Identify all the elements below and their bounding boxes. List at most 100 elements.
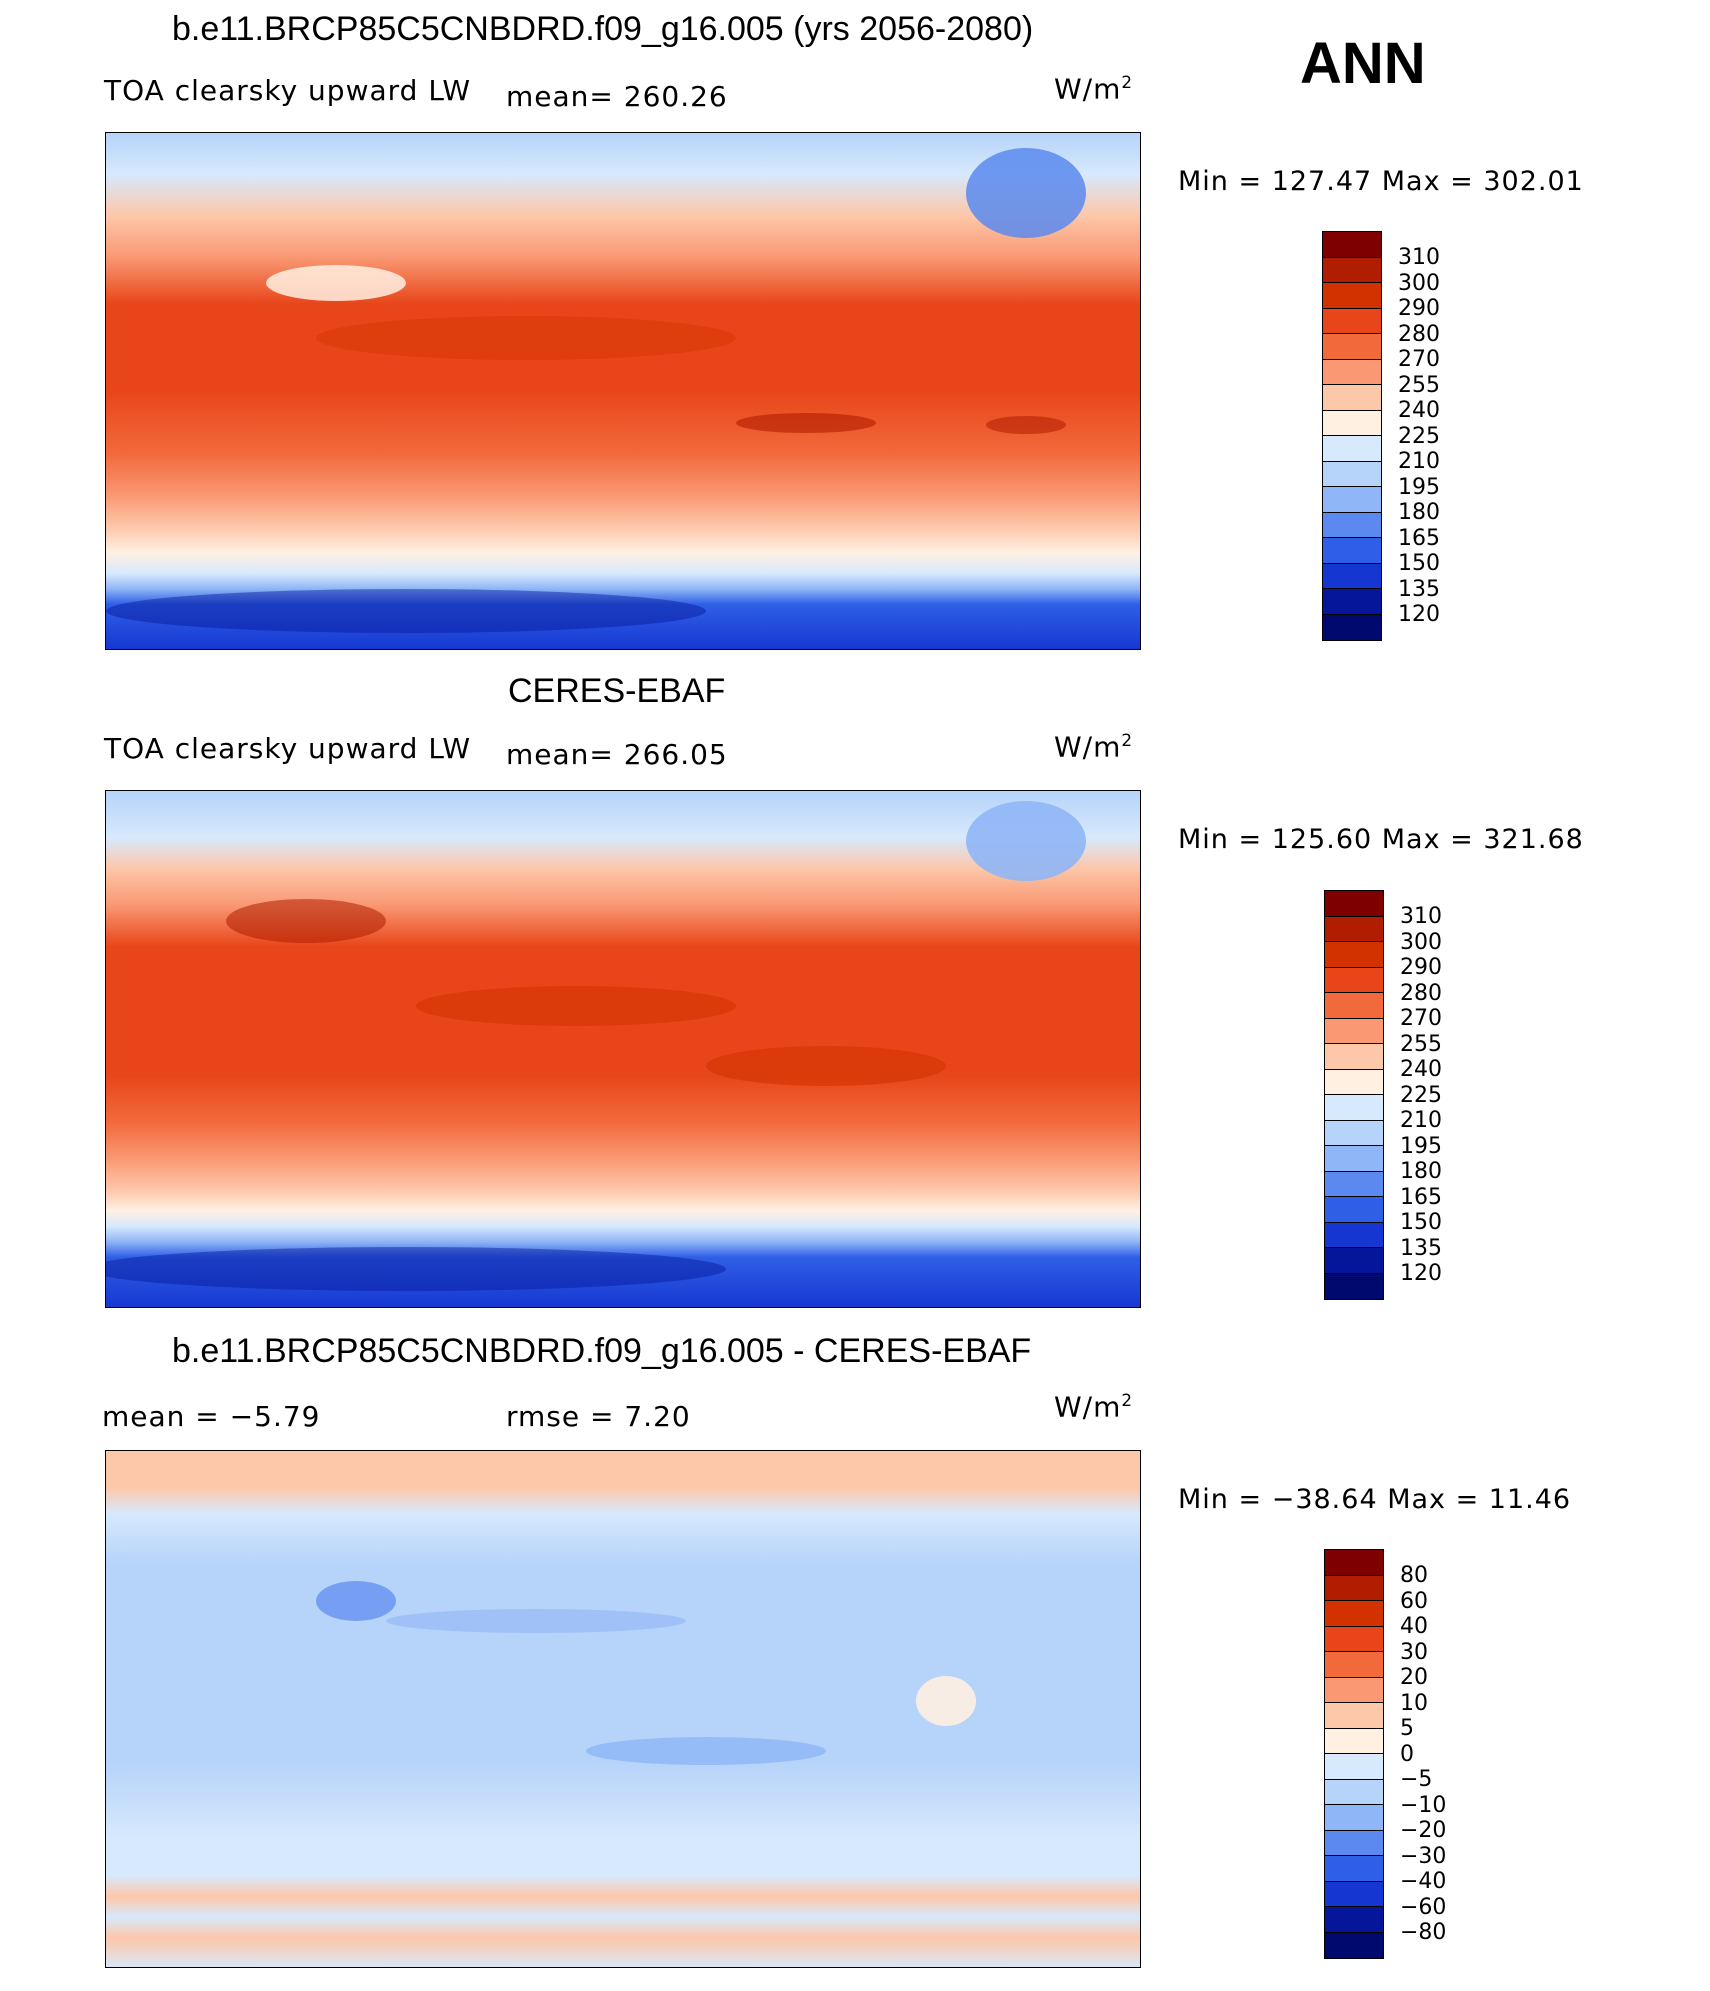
colorbar-tick-label: 290 xyxy=(1398,296,1440,321)
colorbar-swatch xyxy=(1325,1018,1383,1044)
panel1-colorbar xyxy=(1322,231,1382,641)
panel2-variable-label: TOA clearsky upward LW xyxy=(104,732,472,765)
colorbar-tick-label: 300 xyxy=(1398,270,1440,296)
colorbar-swatch xyxy=(1325,1575,1383,1601)
colorbar-tick-label: 290 xyxy=(1400,955,1442,980)
colorbar-tick-label: 135 xyxy=(1400,1235,1442,1261)
colorbar-tick-label: 255 xyxy=(1400,1031,1442,1057)
colorbar-swatch xyxy=(1325,993,1383,1019)
panel1-minmax: Min = 127.47 Max = 302.01 xyxy=(1178,166,1584,197)
colorbar-swatch xyxy=(1325,1222,1383,1248)
colorbar-swatch xyxy=(1323,436,1381,462)
colorbar-tick-label: 10 xyxy=(1400,1690,1428,1716)
colorbar-swatch xyxy=(1323,308,1381,334)
colorbar-swatch xyxy=(1323,589,1381,615)
colorbar-tick-label: 120 xyxy=(1398,602,1440,627)
colorbar-swatch xyxy=(1325,1907,1383,1933)
panel2-colorbar xyxy=(1324,890,1384,1300)
colorbar-tick-label: 180 xyxy=(1398,500,1440,525)
colorbar-tick-label: 195 xyxy=(1400,1133,1442,1159)
colorbar-tick-label: 20 xyxy=(1400,1665,1428,1690)
colorbar-swatch xyxy=(1325,1273,1383,1299)
colorbar-swatch xyxy=(1323,334,1381,360)
colorbar-swatch xyxy=(1325,942,1383,968)
colorbar-tick-label: 240 xyxy=(1398,398,1440,423)
colorbar-tick-label: 165 xyxy=(1398,525,1440,551)
colorbar-swatch xyxy=(1325,1197,1383,1223)
panel3-colorbar-labels: 80 60 40 30 20 10 5 0 −5 −10 −20 −30 −40… xyxy=(1400,1563,1446,1946)
colorbar-swatch xyxy=(1323,283,1381,309)
colorbar-tick-label: 0 xyxy=(1400,1741,1414,1767)
diff-map xyxy=(105,1450,1141,1968)
colorbar-swatch xyxy=(1325,1601,1383,1627)
colorbar-tick-label: −30 xyxy=(1400,1843,1447,1869)
colorbar-swatch xyxy=(1323,257,1381,283)
colorbar-tick-label: 310 xyxy=(1398,245,1440,270)
colorbar-swatch xyxy=(1325,916,1383,942)
colorbar-tick-label: 280 xyxy=(1400,980,1442,1006)
colorbar-swatch xyxy=(1323,461,1381,487)
colorbar-swatch xyxy=(1325,891,1383,917)
diff-map-svg xyxy=(106,1451,1140,1967)
model-map-svg xyxy=(106,133,1140,649)
colorbar-swatch xyxy=(1325,1069,1383,1095)
colorbar-swatch xyxy=(1325,1044,1383,1070)
colorbar-tick-label: 240 xyxy=(1400,1057,1442,1082)
panel1-title: b.e11.BRCP85C5CNBDRD.f09_g16.005 (yrs 20… xyxy=(172,10,1034,48)
colorbar-swatch xyxy=(1325,1703,1383,1729)
colorbar-swatch xyxy=(1325,1881,1383,1907)
panel1-mean-label: mean= 260.26 xyxy=(506,80,728,113)
panel1-colorbar-labels: 310 300 290 280 270 255 240 225 210 195 … xyxy=(1398,245,1440,628)
colorbar-tick-label: 270 xyxy=(1400,1006,1442,1031)
colorbar-tick-label: 270 xyxy=(1398,347,1440,372)
colorbar-swatch xyxy=(1325,1626,1383,1652)
colorbar-swatch xyxy=(1325,1779,1383,1805)
colorbar-swatch xyxy=(1323,512,1381,538)
panel3-rmse-label: rmse = 7.20 xyxy=(506,1400,691,1433)
colorbar-swatch xyxy=(1325,1728,1383,1754)
colorbar-swatch xyxy=(1323,410,1381,436)
colorbar-swatch xyxy=(1325,1856,1383,1882)
colorbar-swatch xyxy=(1323,563,1381,589)
colorbar-tick-label: 30 xyxy=(1400,1639,1428,1665)
colorbar-tick-label: −80 xyxy=(1400,1920,1447,1945)
colorbar-swatch xyxy=(1325,1932,1383,1958)
colorbar-tick-label: 165 xyxy=(1400,1184,1442,1210)
model-map xyxy=(105,132,1141,650)
panel2-colorbar-labels: 310 300 290 280 270 255 240 225 210 195 … xyxy=(1400,904,1442,1287)
colorbar-swatch xyxy=(1325,967,1383,993)
colorbar-swatch xyxy=(1323,359,1381,385)
colorbar-tick-label: 225 xyxy=(1400,1082,1442,1108)
colorbar-tick-label: −40 xyxy=(1400,1869,1447,1894)
colorbar-swatch xyxy=(1323,487,1381,513)
colorbar-tick-label: 210 xyxy=(1400,1108,1442,1133)
colorbar-swatch xyxy=(1325,1830,1383,1856)
panel2-mean-label: mean= 266.05 xyxy=(506,738,728,771)
colorbar-swatch xyxy=(1325,1550,1383,1576)
colorbar-tick-label: −20 xyxy=(1400,1818,1447,1843)
colorbar-tick-label: 255 xyxy=(1398,372,1440,398)
colorbar-tick-label: 135 xyxy=(1398,576,1440,602)
panel3-mean-label: mean = −5.79 xyxy=(102,1400,321,1433)
colorbar-tick-label: 150 xyxy=(1398,551,1440,576)
colorbar-swatch xyxy=(1325,1677,1383,1703)
colorbar-tick-label: 120 xyxy=(1400,1261,1442,1286)
panel2-units: W/m2 xyxy=(1054,730,1134,764)
colorbar-tick-label: 5 xyxy=(1400,1716,1414,1741)
panel3-title: b.e11.BRCP85C5CNBDRD.f09_g16.005 - CERES… xyxy=(172,1332,1032,1370)
panel1-units: W/m2 xyxy=(1054,72,1134,106)
colorbar-tick-label: 40 xyxy=(1400,1614,1428,1639)
panel3-minmax: Min = −38.64 Max = 11.46 xyxy=(1178,1484,1572,1515)
colorbar-swatch xyxy=(1325,1805,1383,1831)
colorbar-tick-label: 210 xyxy=(1398,449,1440,474)
colorbar-tick-label: 80 xyxy=(1400,1563,1428,1588)
colorbar-swatch xyxy=(1323,614,1381,640)
colorbar-tick-label: 180 xyxy=(1400,1159,1442,1184)
colorbar-swatch xyxy=(1325,1652,1383,1678)
panel3-colorbar xyxy=(1324,1549,1384,1959)
colorbar-swatch xyxy=(1325,1248,1383,1274)
panel1-variable-label: TOA clearsky upward LW xyxy=(104,74,472,107)
colorbar-swatch xyxy=(1325,1171,1383,1197)
colorbar-swatch xyxy=(1325,1120,1383,1146)
obs-map-svg xyxy=(106,791,1140,1307)
